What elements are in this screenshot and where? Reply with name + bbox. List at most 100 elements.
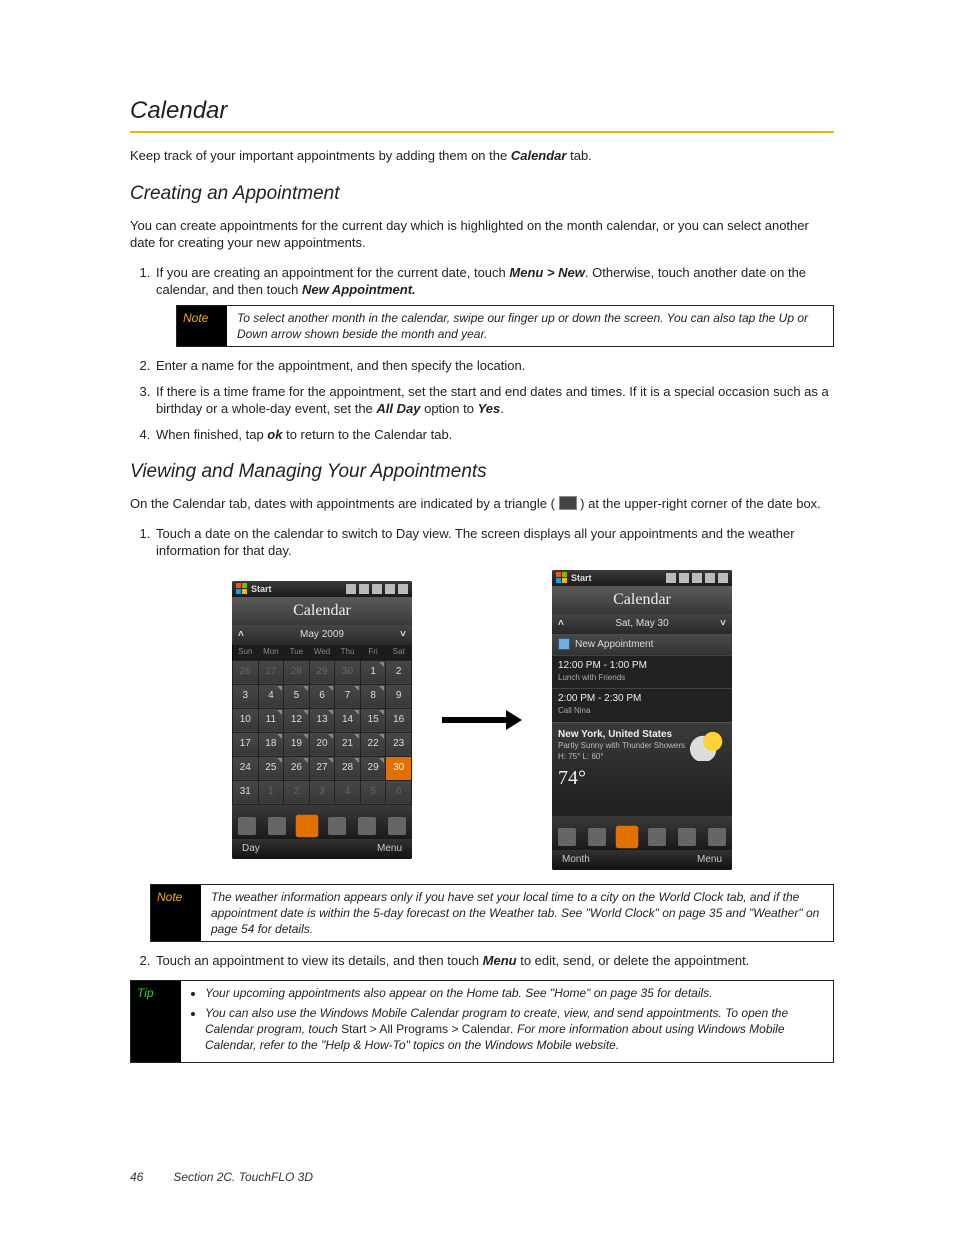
calendar-day: 30: [335, 660, 361, 684]
calendar-day: 4: [258, 684, 284, 708]
view-steps: Touch a date on the calendar to switch t…: [154, 525, 834, 560]
note-body: To select another month in the calendar,…: [227, 306, 833, 346]
calendar-day: 19: [284, 732, 310, 756]
date-label: Sat, May 30: [615, 617, 668, 631]
calendar-day: 25: [258, 756, 284, 780]
calendar-day: 12: [284, 708, 310, 732]
calendar-day: 22: [360, 732, 386, 756]
calendar-day: 11: [258, 708, 284, 732]
calendar-day: 31: [233, 780, 259, 804]
day-of-week-header: Tue: [284, 645, 310, 660]
page-footer: 46Section 2C. TouchFLO 3D: [130, 1169, 313, 1185]
note-2: Note The weather information appears onl…: [150, 884, 834, 943]
calendar-day: 26: [233, 660, 259, 684]
softkey-right: Menu: [377, 842, 402, 856]
screen-title: Calendar: [232, 597, 412, 625]
windows-flag-icon: [236, 583, 247, 594]
calendar-day: 14: [335, 708, 361, 732]
chevron-up-icon: ˄: [238, 628, 244, 642]
calendar-day: 29: [360, 756, 386, 780]
step-2: Enter a name for the appointment, and th…: [154, 357, 834, 375]
calendar-grid: SunMonTueWedThuFriSat 262728293012345678…: [232, 645, 412, 805]
calendar-day: 6: [309, 684, 335, 708]
tab-strip: [552, 816, 732, 850]
screenshot-row: Start Calendar ˄ May 2009 ˅ SunMonTueWed…: [130, 570, 834, 870]
start-label: Start: [571, 572, 592, 584]
tip-badge: Tip: [131, 981, 181, 1062]
calendar-day: 1: [360, 660, 386, 684]
calendar-tab-icon: [296, 814, 319, 837]
calendar-day: 4: [335, 780, 361, 804]
note-body: The weather information appears only if …: [201, 885, 833, 942]
day-of-week-header: Fri: [360, 645, 386, 660]
month-year: May 2009: [300, 628, 344, 642]
calendar-day: 18: [258, 732, 284, 756]
calendar-day: 23: [386, 732, 412, 756]
calendar-day: 20: [309, 732, 335, 756]
calendar-day: 30: [386, 756, 412, 780]
calendar-tab-icon: [616, 826, 639, 849]
vstep-2: Touch an appointment to view its details…: [154, 952, 834, 970]
tip-callout: Tip Your upcoming appointments also appe…: [130, 980, 834, 1063]
calendar-day: 26: [284, 756, 310, 780]
calendar-day: 2: [284, 780, 310, 804]
chevron-down-icon: ˅: [720, 617, 726, 631]
tab-strip: [232, 805, 412, 839]
vstep-1: Touch a date on the calendar to switch t…: [154, 525, 834, 560]
day-of-week-header: Wed: [309, 645, 335, 660]
new-appointment-row: New Appointment: [552, 634, 732, 656]
softkey-left: Month: [562, 853, 590, 867]
calendar-day: 7: [335, 684, 361, 708]
page-title: Calendar: [130, 95, 834, 127]
calendar-day: 8: [360, 684, 386, 708]
note-badge: Note: [151, 885, 201, 942]
calendar-day: 15: [360, 708, 386, 732]
calendar-day: 13: [309, 708, 335, 732]
day-of-week-header: Sat: [386, 645, 412, 660]
calendar-day: 28: [284, 660, 310, 684]
calendar-day: 28: [335, 756, 361, 780]
chevron-down-icon: ˅: [400, 628, 406, 642]
calendar-day: 3: [233, 684, 259, 708]
subheading-view: Viewing and Managing Your Appointments: [130, 459, 834, 485]
status-icons: [666, 573, 728, 583]
tip-body: Your upcoming appointments also appear o…: [181, 981, 833, 1062]
weather-icon: [688, 731, 726, 761]
appointment-item: 12:00 PM - 1:00 PM Lunch with Friends: [552, 655, 732, 688]
calendar-day: 5: [284, 684, 310, 708]
day-of-week-header: Thu: [335, 645, 361, 660]
calendar-day: 10: [233, 708, 259, 732]
screen-title: Calendar: [552, 586, 732, 614]
step-1: If you are creating an appointment for t…: [154, 264, 834, 347]
note-badge: Note: [177, 306, 227, 346]
softkey-left: Day: [242, 842, 260, 856]
calendar-day: 9: [386, 684, 412, 708]
step-4: When finished, tap ok to return to the C…: [154, 426, 834, 444]
calendar-day: 24: [233, 756, 259, 780]
phone-day-view: Start Calendar ˄ Sat, May 30 ˅ New Appoi…: [552, 570, 732, 870]
phone-month-view: Start Calendar ˄ May 2009 ˅ SunMonTueWed…: [232, 581, 412, 859]
intro-paragraph: Keep track of your important appointment…: [130, 147, 834, 165]
calendar-day: 6: [386, 780, 412, 804]
chevron-up-icon: ˄: [558, 617, 564, 631]
calendar-day: 27: [258, 660, 284, 684]
day-of-week-header: Sun: [233, 645, 259, 660]
calendar-day: 21: [335, 732, 361, 756]
start-label: Start: [251, 583, 272, 595]
new-appointment-icon: [558, 638, 570, 650]
status-icons: [346, 584, 408, 594]
view-intro: On the Calendar tab, dates with appointm…: [130, 495, 834, 513]
subheading-create: Creating an Appointment: [130, 181, 834, 207]
softkey-right: Menu: [697, 853, 722, 867]
day-of-week-header: Mon: [258, 645, 284, 660]
weather-panel: New York, United States Partly Sunny wit…: [552, 722, 732, 800]
appointment-item: 2:00 PM - 2:30 PM Call Nina: [552, 688, 732, 721]
triangle-icon: [559, 496, 577, 510]
calendar-day: 17: [233, 732, 259, 756]
calendar-day: 3: [309, 780, 335, 804]
calendar-day: 29: [309, 660, 335, 684]
calendar-day: 2: [386, 660, 412, 684]
step-3: If there is a time frame for the appoint…: [154, 383, 834, 418]
create-steps: If you are creating an appointment for t…: [154, 264, 834, 444]
note-1: Note To select another month in the cale…: [176, 305, 834, 347]
